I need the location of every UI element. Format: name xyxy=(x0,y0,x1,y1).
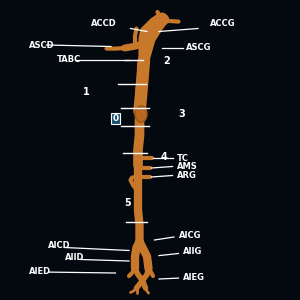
Ellipse shape xyxy=(135,106,147,122)
Text: 1: 1 xyxy=(82,86,89,97)
Text: 0: 0 xyxy=(112,114,118,123)
Text: AIIG: AIIG xyxy=(183,248,203,256)
Text: AICD: AICD xyxy=(48,242,70,250)
Text: AICG: AICG xyxy=(178,231,201,240)
Text: ACCG: ACCG xyxy=(210,20,236,28)
Text: AIED: AIED xyxy=(28,267,51,276)
Text: TABC: TABC xyxy=(57,56,81,64)
Ellipse shape xyxy=(136,107,146,121)
Text: ACCD: ACCD xyxy=(91,20,117,28)
Text: 4: 4 xyxy=(160,152,167,163)
Text: ARG: ARG xyxy=(177,171,197,180)
Text: 5: 5 xyxy=(124,197,131,208)
Text: ASCD: ASCD xyxy=(28,40,54,50)
Text: 2: 2 xyxy=(164,56,170,67)
Text: TC: TC xyxy=(177,154,189,163)
Text: AIEG: AIEG xyxy=(183,273,205,282)
Text: AMS: AMS xyxy=(177,162,198,171)
Text: 3: 3 xyxy=(178,109,185,119)
Text: AIID: AIID xyxy=(64,254,84,262)
Text: ASCG: ASCG xyxy=(186,44,212,52)
